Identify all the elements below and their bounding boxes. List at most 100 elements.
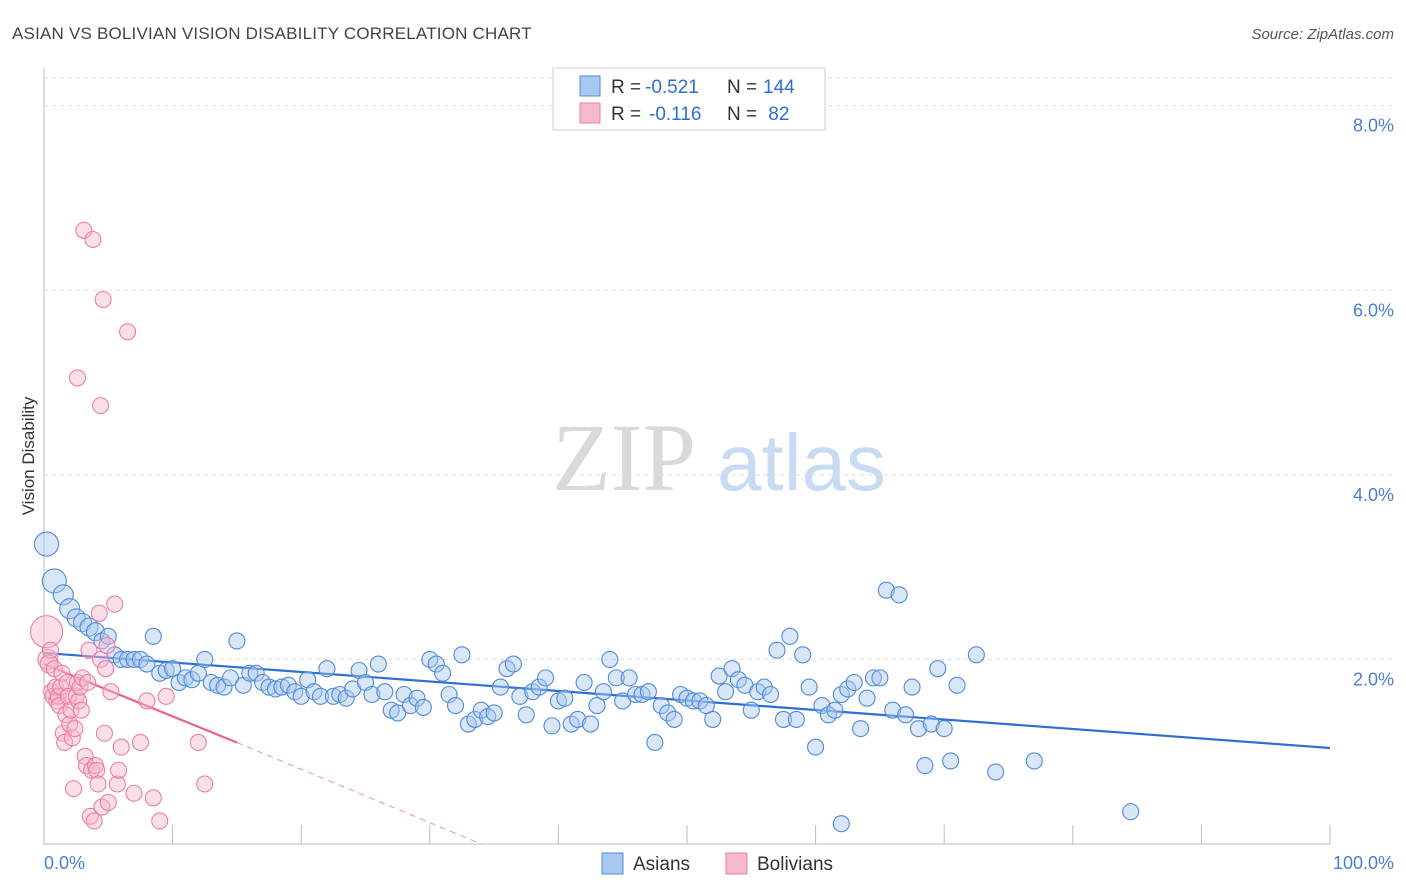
axis-layer: 2.0% 4.0% 6.0% 8.0% [43,68,1394,845]
asian-point-127 [858,689,876,707]
bolivian-point-21 [65,780,83,798]
asian-trend-line [43,651,1331,750]
bolivian-point-51 [108,775,126,793]
bolivian-point-64 [92,397,110,415]
asian-point-143 [987,763,1005,781]
asian-point-116 [787,710,805,728]
asian-point-128 [864,669,883,687]
asian-point-27 [215,678,233,696]
asian-point-77 [536,669,555,687]
asian-point-22 [183,671,201,689]
asian-point-139 [935,720,953,738]
asian-point-135 [909,720,928,738]
bolivian-point-58 [144,789,162,807]
asian-point-115 [781,627,799,645]
bolivian-point-36 [84,230,102,249]
legend-r-label-bolivians: R = [611,104,646,125]
asian-point-69 [485,704,503,722]
asian-point-24 [196,650,214,668]
asian-point-136 [916,757,934,775]
asian-point-137 [922,715,940,733]
bolivian-point-12 [53,664,71,682]
bolivian-point-44 [94,290,112,309]
asian-point-51 [369,655,387,673]
asian-point-44 [324,687,342,705]
asian-point-119 [807,738,825,756]
legend-r-value-bolivians: -0.116 [649,104,701,125]
bolivian-point-59 [151,812,169,830]
asian-point-50 [363,685,381,704]
bolivian-point-60 [157,687,175,705]
asian-point-67 [472,701,490,719]
chart-title: ASIAN VS BOLIVIAN VISION DISABILITY CORR… [12,24,532,43]
asian-point-58 [414,698,432,716]
asian-point-34 [260,678,278,696]
asian-point-61 [434,664,452,682]
asian-point-142 [967,646,985,664]
asian-point-52 [376,683,394,701]
asian-point-28 [221,669,240,687]
asian-point-19 [164,660,182,678]
bolivian-point-40 [89,775,107,793]
asian-point-1 [41,568,67,594]
asian-point-100 [684,692,702,710]
asian-point-31 [241,664,259,682]
bolivian-point-46 [97,660,115,678]
asian-point-86 [594,683,612,701]
trend-layer [43,651,1331,845]
asian-point-112 [762,685,780,704]
grid-layer [44,77,1394,660]
asian-point-138 [929,660,947,678]
bolivian-point-1 [37,648,59,670]
asian-point-122 [826,701,844,719]
bolivian-point-50 [106,595,124,613]
asian-point-78 [543,717,561,735]
asian-point-105 [717,683,735,701]
asian-point-70 [491,678,510,696]
asian-point-76 [530,678,548,696]
bolivian-point-33 [80,641,98,659]
series-legend: Asians Bolivians [601,852,833,875]
asian-point-63 [446,697,465,715]
bolivian-point-41 [90,604,108,622]
asian-point-83 [575,673,593,692]
asian-point-124 [839,680,857,698]
asian-point-39 [292,687,310,705]
series-legend-label-asians: Asians [633,854,690,875]
asian-point-145 [832,815,850,833]
asian-point-134 [903,678,921,696]
bolivian-point-62 [196,775,214,793]
asian-point-12 [119,650,137,668]
asian-point-102 [697,697,715,715]
asian-point-132 [890,586,908,604]
asian-point-103 [704,710,722,728]
bolivian-point-28 [74,669,92,687]
asian-point-85 [588,697,606,715]
watermark: ZIP atlas [552,404,886,511]
legend-swatch-asians [579,75,601,97]
asian-point-109 [742,701,760,719]
bolivian-trend-line [43,663,238,744]
asian-point-140 [942,752,960,770]
asian-point-144 [1025,752,1043,770]
y-tick-label-3: 8.0% [1353,116,1394,136]
chart-source: Source: ZipAtlas.com [1251,26,1394,43]
asian-point-74 [517,706,535,724]
asian-point-117 [794,646,812,664]
asian-point-80 [556,689,574,707]
bolivian-point-32 [79,673,97,692]
asian-point-91 [627,685,645,704]
asian-point-125 [845,673,863,692]
asian-point-141 [948,676,966,694]
y-tick-label-0: 2.0% [1353,669,1394,689]
bolivian-point-42 [92,650,110,668]
legend-r-value-asians: -0.521 [645,77,699,98]
bolivian-point-45 [95,724,113,742]
asian-point-21 [176,669,195,687]
asian-point-73 [511,687,529,705]
bolivian-trend-extension [236,742,482,845]
x-tick-label-right: 100.0% [1333,853,1394,873]
asian-point-26 [209,676,227,694]
bolivian-point-55 [125,784,143,802]
asian-point-120 [813,697,831,715]
